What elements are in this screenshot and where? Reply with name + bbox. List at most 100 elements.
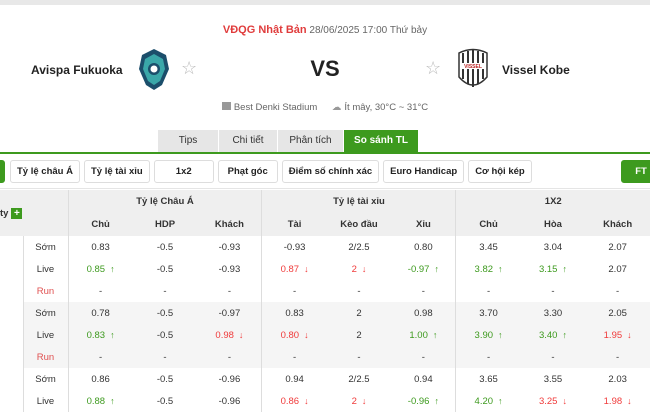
odds-value: 3.70	[479, 307, 498, 319]
odds-cell: -0.5	[133, 236, 198, 258]
odds-value: -0.5	[156, 329, 174, 341]
filter-euro-handicap[interactable]: Euro Handicap	[383, 160, 465, 183]
odds-cell: 0.98	[391, 302, 456, 324]
arrow-down-icon: ↓	[304, 395, 309, 406]
tab-so-sanh-tl[interactable]: So sánh TL	[344, 130, 418, 152]
odds-cell: 3.82 ↑	[455, 258, 521, 280]
filter-over-under[interactable]: Tỷ lệ tài xỉu	[83, 160, 150, 183]
company-cell	[0, 302, 23, 324]
home-team-name[interactable]: Avispa Fukuoka	[31, 63, 123, 77]
column-header: Khách	[585, 212, 650, 236]
odds-value: -	[551, 285, 555, 297]
odds-cell: -	[585, 346, 650, 368]
favorite-away-star-icon[interactable]: ☆	[425, 58, 442, 78]
arrow-up-icon: ↑	[434, 395, 439, 406]
company-header: ty +	[0, 190, 69, 236]
column-header: HDP	[132, 212, 198, 236]
filter-asian-handicap[interactable]: Tỷ lệ châu Á	[10, 160, 80, 183]
favorite-home-star-icon[interactable]: ☆	[181, 58, 198, 78]
odds-value: 3.90	[474, 329, 494, 341]
odds-value: -0.93	[218, 241, 241, 253]
odds-value: 2/2.5	[348, 241, 370, 253]
odds-cell: 2 ↓	[327, 390, 392, 412]
odds-value: -	[357, 351, 361, 363]
odds-cell: -0.93	[261, 236, 327, 258]
odds-value: 3.40	[538, 329, 558, 341]
ft-button[interactable]: FT	[621, 160, 650, 183]
odds-row: Live 0.88 ↑ -0.5 -0.96 0.86 ↓ 2 ↓ -0.96 ↑ 4.20 ↑ 3.25…	[0, 390, 650, 412]
odds-value: 1.95	[603, 329, 623, 341]
odds-cell: 0.88 ↑	[67, 390, 133, 412]
odds-cell: 0.83 ↑	[67, 324, 133, 346]
arrow-up-icon: ↑	[432, 329, 438, 340]
odds-value: 1.98	[603, 395, 623, 407]
filter-1x2[interactable]: 1x2	[153, 160, 214, 183]
odds-value: 2.07	[608, 263, 627, 275]
filter-prev-button[interactable]	[0, 160, 5, 183]
odds-cell: 3.30	[520, 302, 586, 324]
odds-value: 0.88	[86, 395, 106, 407]
filter-double-chance[interactable]: Cơ hội kép	[468, 160, 532, 183]
odds-cell: -	[455, 280, 521, 302]
odds-cell: -	[197, 346, 262, 368]
odds-cell: 0.78	[67, 302, 133, 324]
odds-value: -	[99, 285, 103, 297]
odds-cell: 0.80 ↓	[261, 324, 327, 346]
odds-value: -	[486, 285, 491, 297]
company-cell	[0, 258, 23, 280]
match-tabs: Tips Chi tiết Phân tích So sánh TL	[158, 130, 419, 152]
column-header: Khách	[197, 212, 262, 236]
odds-value: -0.93	[283, 241, 306, 253]
arrow-up-icon: ↑	[498, 263, 503, 274]
company-cell	[0, 368, 23, 390]
odds-cell: 0.80	[391, 236, 456, 258]
arrow-up-icon: ↑	[498, 395, 503, 406]
company-cell	[0, 324, 23, 346]
column-header: Xỉu	[391, 212, 456, 236]
tab-phan-tich[interactable]: Phân tích	[278, 130, 343, 152]
odds-value: 2	[356, 307, 362, 319]
arrow-up-icon: ↑	[498, 329, 503, 340]
odds-cell: 0.94	[261, 368, 327, 390]
row-type-label: Sớm	[22, 368, 69, 390]
league-name[interactable]: VĐQG Nhật Bản	[222, 24, 307, 36]
arrow-up-icon: ↑	[562, 329, 567, 340]
odds-value: -	[421, 285, 425, 297]
odds-cell: 2.05	[585, 302, 650, 324]
odds-value: 0.98	[414, 307, 433, 319]
odds-value: 0.98	[215, 329, 234, 341]
odds-cell: -	[326, 346, 392, 368]
odds-value: 0.86	[91, 373, 110, 385]
filter-corners[interactable]: Phạt góc	[217, 160, 278, 183]
home-team-logo[interactable]	[136, 47, 172, 91]
odds-cell: -	[67, 280, 133, 302]
away-team-name[interactable]: Vissel Kobe	[502, 63, 570, 77]
expand-plus-icon[interactable]: +	[11, 207, 23, 219]
row-type-label: Run	[22, 280, 69, 302]
odds-type-filters: Tỷ lệ châu Á Tỷ lệ tài xỉu 1x2 Phạt góc …	[0, 160, 650, 184]
top-bar	[0, 0, 650, 5]
odds-cell: 2 ↓	[327, 258, 392, 280]
odds-cell: -0.5	[133, 390, 198, 412]
column-header: Chủ	[455, 212, 521, 236]
filter-correct-score[interactable]: Điểm số chính xác	[281, 160, 380, 183]
odds-value: 2.05	[608, 307, 627, 319]
row-type-label: Live	[22, 258, 69, 280]
stadium-icon	[221, 102, 231, 110]
odds-value: -0.96	[407, 395, 430, 407]
match-datetime: 28/06/2025 17:00 Thứ bảy	[309, 25, 428, 36]
odds-cell: 1.98 ↓	[585, 390, 650, 412]
odds-value: 4.20	[474, 395, 494, 407]
tab-tips[interactable]: Tips	[158, 130, 218, 152]
arrow-down-icon: ↓	[627, 395, 632, 406]
odds-value: 0.94	[414, 373, 433, 385]
odds-value: -	[616, 351, 620, 363]
away-team-logo[interactable]: VISSEL	[455, 47, 491, 91]
odds-value: 0.86	[280, 395, 300, 407]
odds-row: Run - - - - - - - - -	[0, 346, 650, 368]
arrow-up-icon: ↑	[434, 263, 439, 274]
odds-cell: 2.07	[585, 236, 650, 258]
tab-chi-tiet[interactable]: Chi tiết	[219, 130, 277, 152]
odds-cell: 1.00 ↑	[391, 324, 456, 346]
svg-text:VISSEL: VISSEL	[464, 64, 482, 70]
